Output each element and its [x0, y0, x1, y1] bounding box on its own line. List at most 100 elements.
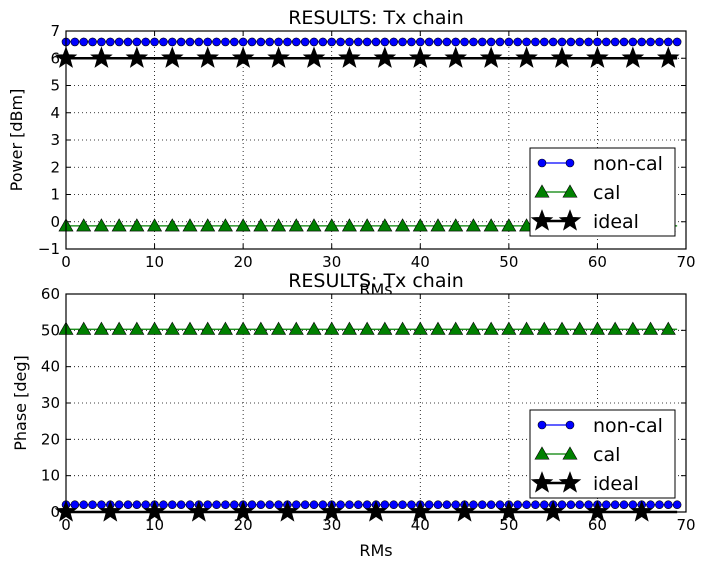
data-point — [93, 321, 109, 335]
data-point — [235, 218, 251, 232]
data-point — [536, 321, 552, 335]
data-point — [141, 37, 151, 47]
data-point — [345, 500, 354, 510]
legend-label: ideal — [593, 473, 639, 495]
data-point — [430, 218, 446, 232]
data-point — [359, 321, 375, 335]
data-point — [548, 37, 558, 47]
data-point — [161, 46, 184, 68]
data-point — [398, 500, 407, 510]
data-point — [522, 37, 531, 47]
data-point — [114, 37, 124, 47]
data-point — [660, 321, 676, 335]
data-point — [129, 218, 145, 232]
data-point — [288, 321, 304, 335]
data-point — [424, 500, 434, 510]
data-point — [448, 321, 464, 335]
data-point — [572, 321, 588, 335]
data-point — [276, 500, 299, 522]
data-point — [185, 500, 195, 510]
data-point — [389, 37, 399, 47]
data-point — [663, 37, 673, 47]
data-point — [557, 500, 567, 510]
data-point — [97, 37, 106, 47]
data-point — [132, 500, 142, 510]
data-point — [324, 321, 340, 335]
data-point — [291, 37, 301, 47]
data-point — [229, 37, 239, 47]
data-point — [362, 500, 372, 510]
data-point — [625, 321, 641, 335]
data-point — [637, 37, 647, 47]
data-point — [628, 37, 638, 47]
data-point — [486, 500, 496, 510]
data-point — [672, 500, 682, 510]
data-point — [147, 218, 163, 232]
data-point — [338, 46, 361, 68]
data-point — [497, 500, 521, 522]
legend-marker — [565, 158, 575, 168]
x-tick-label: 30 — [322, 253, 341, 271]
data-point — [451, 37, 461, 47]
series-non-cal — [61, 37, 682, 47]
data-point — [345, 37, 354, 47]
legend-marker — [537, 158, 547, 168]
data-point — [409, 500, 432, 522]
data-point — [646, 37, 655, 47]
axes-frame — [65, 30, 687, 250]
data-point — [238, 37, 248, 47]
y-tick-label: 5 — [50, 77, 60, 95]
data-point — [327, 37, 337, 47]
data-point — [359, 218, 375, 232]
data-point — [601, 500, 611, 510]
data-point — [448, 218, 464, 232]
data-point — [495, 37, 505, 47]
data-point — [483, 321, 499, 335]
data-point — [362, 37, 372, 47]
data-point — [407, 37, 416, 47]
data-point — [655, 500, 664, 510]
data-point — [539, 500, 549, 510]
legend-marker — [562, 184, 578, 198]
data-point — [501, 218, 517, 232]
legend-label: ideal — [593, 211, 639, 233]
data-point — [469, 500, 478, 510]
x-tick-label: 40 — [411, 253, 430, 271]
y-tick-label: 0 — [50, 213, 60, 231]
data-point — [231, 46, 255, 68]
x-tick-label: 50 — [499, 516, 518, 534]
data-point — [90, 46, 113, 68]
data-point — [291, 500, 301, 510]
data-point — [607, 321, 623, 335]
legend-marker — [558, 209, 582, 231]
series-non-cal — [61, 500, 682, 510]
data-point — [256, 500, 266, 510]
data-point — [554, 321, 570, 335]
data-point — [424, 37, 434, 47]
data-point — [229, 500, 239, 510]
series-ideal — [54, 46, 680, 68]
data-point — [167, 500, 177, 510]
data-point — [212, 500, 221, 510]
data-point — [231, 500, 255, 522]
data-point — [324, 218, 340, 232]
x-tick-label: 60 — [588, 516, 607, 534]
data-point — [610, 500, 620, 510]
x-tick-label: 10 — [145, 516, 164, 534]
data-point — [79, 500, 89, 510]
data-point — [515, 46, 538, 68]
data-point — [398, 37, 407, 47]
data-point — [159, 500, 168, 510]
data-point — [479, 46, 503, 68]
data-point — [539, 37, 549, 47]
data-point — [111, 218, 127, 232]
data-point — [265, 500, 275, 510]
x-tick-label: 0 — [61, 253, 71, 271]
data-point — [265, 37, 275, 47]
data-point — [194, 37, 204, 47]
data-point — [147, 321, 163, 335]
x-tick-label: 20 — [234, 516, 253, 534]
legend-marker — [530, 209, 554, 231]
data-point — [380, 37, 390, 47]
data-point — [415, 37, 425, 47]
